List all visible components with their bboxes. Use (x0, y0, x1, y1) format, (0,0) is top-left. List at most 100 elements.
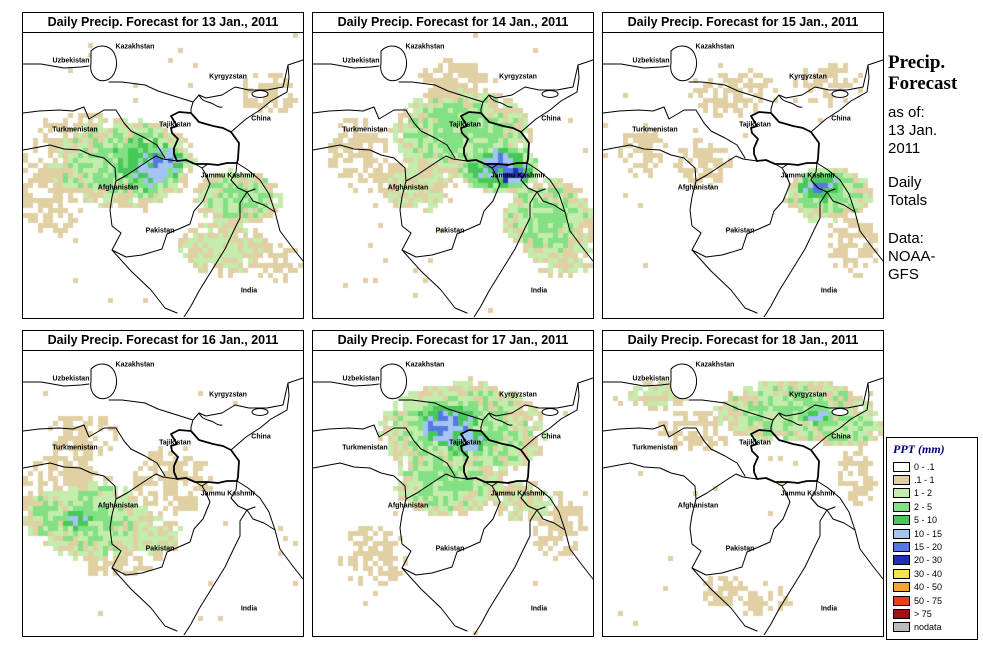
map-label: Turkmenistan (632, 126, 678, 134)
legend-swatch (893, 622, 910, 633)
panel-title: Daily Precip. Forecast for 16 Jan., 2011 (22, 330, 304, 351)
map-label: India (820, 605, 838, 613)
precip-layer (313, 351, 593, 635)
legend-item: 5 - 10 (893, 514, 973, 527)
map-label: Kazakhstan (115, 43, 155, 51)
map-label: Jammu Kashmir (490, 172, 546, 180)
map-label: Uzbekistan (632, 57, 670, 65)
map-label: Jammu Kashmir (200, 172, 256, 180)
map-label: Jammu Kashmir (200, 490, 256, 498)
map-label: Uzbekistan (632, 375, 670, 383)
legend-label: 5 - 10 (914, 515, 938, 526)
forecast-panel: Daily Precip. Forecast for 17 Jan., 2011 (312, 330, 594, 637)
precip-layer (603, 351, 883, 635)
legend-item: .1 - 1 (893, 473, 973, 486)
legend-swatch (893, 555, 910, 566)
panel-title: Daily Precip. Forecast for 15 Jan., 2011 (602, 12, 884, 33)
map-label: Afghanistan (97, 184, 139, 192)
legend-swatch (893, 608, 910, 619)
legend-item: 10 - 15 (893, 527, 973, 540)
map: Kazakhstan Uzbekistan Kyrgyzstan Tajikistan… (602, 351, 884, 637)
map-label: Tajikistan (159, 121, 191, 129)
legend-item: 2 - 5 (893, 500, 973, 513)
map-label: Kazakhstan (695, 361, 735, 369)
legend-entries: 0 - .1 .1 - 1 1 - 2 2 - 5 5 - 10 10 - 15 15 - … (893, 460, 973, 634)
map: Kazakhstan Uzbekistan Kyrgyzstan Tajikistan… (312, 351, 594, 637)
map-label: India (820, 287, 838, 295)
legend-label: 20 - 30 (914, 555, 943, 566)
map-label: Kyrgyzstan (209, 391, 247, 399)
map-label: Tajikistan (159, 439, 191, 447)
legend-label: 1 - 2 (914, 488, 933, 499)
legend-item: nodata (893, 621, 973, 634)
map-label: India (530, 605, 548, 613)
legend-swatch (893, 501, 910, 512)
map-label: Kyrgyzstan (209, 73, 247, 81)
map-label: Jammu Kashmir (780, 490, 836, 498)
sidebar-as-of: as of: 13 Jan. 2011 (888, 104, 938, 157)
country-borders (603, 45, 883, 317)
map-label: Pakistan (435, 227, 465, 235)
map-label: Afghanistan (387, 184, 429, 192)
map-label: Pakistan (725, 227, 755, 235)
map-label: Kyrgyzstan (789, 73, 827, 81)
map-label: India (530, 287, 548, 295)
map-label: Pakistan (435, 545, 465, 553)
map-label: Tajikistan (739, 121, 771, 129)
precip-layer (23, 351, 303, 635)
country-borders (313, 363, 593, 635)
map-label: Pakistan (145, 545, 175, 553)
legend-label: 30 - 40 (914, 568, 943, 579)
sidebar-data-source: Data: NOAA- GFS (888, 230, 936, 283)
map-label: Kyrgyzstan (499, 73, 537, 81)
map-label: Uzbekistan (52, 375, 90, 383)
precip-layer (23, 33, 303, 317)
country-borders (603, 363, 883, 635)
map-label: India (240, 605, 258, 613)
legend-title: PPT (mm) (893, 442, 945, 456)
legend-label: > 75 (914, 608, 932, 619)
sidebar-title: Precip. Forecast (888, 52, 958, 94)
legend-swatch (893, 488, 910, 499)
legend-item: 1 - 2 (893, 487, 973, 500)
forecast-panel: Daily Precip. Forecast for 13 Jan., 2011 (22, 12, 304, 319)
map-labels: Kazakhstan Uzbekistan Kyrgyzstan Tajikistan… (313, 351, 593, 635)
legend-item: 40 - 50 (893, 581, 973, 594)
country-borders (23, 363, 303, 635)
legend-swatch (893, 515, 910, 526)
map-label: Uzbekistan (342, 57, 380, 65)
legend-item: 15 - 20 (893, 540, 973, 553)
legend-label: 40 - 50 (914, 582, 943, 593)
map-label: Kazakhstan (405, 361, 445, 369)
map-label: China (541, 115, 561, 123)
map-label: Tajikistan (739, 439, 771, 447)
forecast-panel: Daily Precip. Forecast for 18 Jan., 2011 (602, 330, 884, 637)
legend-item: 50 - 75 (893, 594, 973, 607)
map-label: Kyrgyzstan (789, 391, 827, 399)
legend-label: .1 - 1 (914, 475, 935, 486)
map-label: Kazakhstan (405, 43, 445, 51)
legend-label: 0 - .1 (914, 461, 935, 472)
panel-title: Daily Precip. Forecast for 17 Jan., 2011 (312, 330, 594, 351)
legend-swatch (893, 475, 910, 486)
legend-swatch (893, 461, 910, 472)
map-label: China (541, 433, 561, 441)
map-label: Afghanistan (97, 502, 139, 510)
map-label: India (240, 287, 258, 295)
map-label: Uzbekistan (342, 375, 380, 383)
map-labels: Kazakhstan Uzbekistan Kyrgyzstan Tajikistan… (23, 351, 303, 635)
map-label: Turkmenistan (52, 126, 98, 134)
precip-layer (603, 33, 883, 317)
map-label: China (251, 433, 271, 441)
map: Kazakhstan Uzbekistan Kyrgyzstan Tajikistan… (312, 33, 594, 319)
legend-swatch (893, 595, 910, 606)
map-labels: Kazakhstan Uzbekistan Kyrgyzstan Tajikistan… (603, 33, 883, 317)
legend-swatch (893, 542, 910, 553)
legend-label: 10 - 15 (914, 528, 943, 539)
map-label: Turkmenistan (342, 126, 388, 134)
map-labels: Kazakhstan Uzbekistan Kyrgyzstan Tajikistan… (313, 33, 593, 317)
map-label: Tajikistan (449, 121, 481, 129)
legend: PPT (mm) 0 - .1 .1 - 1 1 - 2 2 - 5 5 - 10 10 … (886, 437, 978, 641)
legend-label: 15 - 20 (914, 542, 943, 553)
